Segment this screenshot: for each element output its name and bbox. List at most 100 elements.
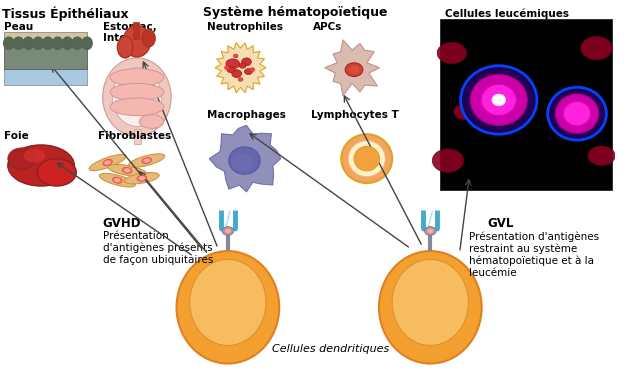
Ellipse shape	[110, 98, 164, 116]
Ellipse shape	[342, 134, 392, 183]
Ellipse shape	[379, 251, 482, 363]
Ellipse shape	[348, 141, 386, 177]
Bar	[4, 32, 87, 43]
Ellipse shape	[110, 83, 164, 101]
Ellipse shape	[81, 36, 93, 50]
Bar	[440, 19, 612, 190]
Ellipse shape	[3, 36, 14, 50]
Ellipse shape	[144, 159, 150, 162]
Text: Cellules dendritiques: Cellules dendritiques	[272, 345, 389, 354]
Ellipse shape	[142, 158, 152, 164]
Ellipse shape	[113, 68, 162, 126]
Ellipse shape	[118, 36, 133, 58]
Ellipse shape	[232, 154, 253, 171]
Ellipse shape	[227, 67, 235, 73]
Text: Présentation d'antigènes
restraint au système
hématopoïetique et à la
leucémie: Présentation d'antigènes restraint au sy…	[469, 231, 599, 278]
Ellipse shape	[13, 36, 25, 50]
Text: Tissus Épithéliaux: Tissus Épithéliaux	[2, 6, 128, 21]
Ellipse shape	[37, 159, 76, 186]
Ellipse shape	[124, 168, 130, 172]
Ellipse shape	[123, 26, 150, 57]
Ellipse shape	[103, 58, 171, 136]
Ellipse shape	[345, 63, 363, 76]
Bar	[4, 32, 87, 85]
Ellipse shape	[587, 146, 615, 165]
Ellipse shape	[222, 226, 234, 236]
Ellipse shape	[555, 94, 599, 133]
Polygon shape	[209, 125, 281, 192]
Ellipse shape	[226, 59, 240, 69]
Ellipse shape	[548, 87, 606, 140]
Ellipse shape	[354, 146, 379, 171]
Ellipse shape	[437, 42, 467, 64]
Ellipse shape	[129, 154, 165, 167]
Ellipse shape	[23, 36, 34, 50]
Ellipse shape	[8, 145, 74, 186]
Ellipse shape	[72, 36, 83, 50]
Ellipse shape	[481, 84, 516, 116]
Ellipse shape	[564, 101, 591, 126]
Ellipse shape	[470, 75, 527, 125]
Ellipse shape	[232, 70, 242, 78]
Bar	[134, 129, 141, 144]
Polygon shape	[215, 43, 266, 93]
Ellipse shape	[427, 229, 434, 234]
Ellipse shape	[113, 177, 122, 183]
Ellipse shape	[581, 36, 612, 60]
Ellipse shape	[177, 251, 279, 363]
Text: Estomac,
Intestins: Estomac, Intestins	[103, 22, 157, 44]
Ellipse shape	[42, 36, 54, 50]
Ellipse shape	[225, 66, 230, 70]
Ellipse shape	[392, 260, 469, 345]
Text: GVL: GVL	[487, 217, 513, 230]
Text: Cellules leucémiques: Cellules leucémiques	[445, 8, 569, 18]
Text: Neutrophiles: Neutrophiles	[208, 22, 283, 32]
Ellipse shape	[242, 58, 252, 66]
Ellipse shape	[32, 36, 44, 50]
Ellipse shape	[547, 86, 608, 141]
Text: Peau: Peau	[4, 22, 33, 32]
Ellipse shape	[460, 65, 538, 135]
Ellipse shape	[139, 176, 145, 180]
Ellipse shape	[250, 68, 255, 72]
Ellipse shape	[103, 159, 113, 166]
Ellipse shape	[492, 94, 506, 106]
Polygon shape	[325, 40, 379, 96]
Bar	[4, 65, 87, 85]
Ellipse shape	[425, 226, 436, 236]
Text: GVHD: GVHD	[103, 217, 141, 230]
Ellipse shape	[470, 75, 527, 126]
Ellipse shape	[110, 69, 164, 86]
Ellipse shape	[8, 148, 35, 170]
Ellipse shape	[99, 173, 135, 187]
Ellipse shape	[552, 91, 603, 136]
Ellipse shape	[114, 178, 120, 182]
Text: Macrophages: Macrophages	[208, 110, 286, 120]
Ellipse shape	[137, 175, 147, 181]
Ellipse shape	[245, 69, 252, 75]
Text: Système hématopoïetique: Système hématopoïetique	[203, 6, 388, 19]
Bar	[4, 69, 87, 85]
Text: Présentation
d'antigènes présents
de façon ubiquitaires: Présentation d'antigènes présents de faç…	[103, 231, 213, 265]
Text: APCs: APCs	[313, 22, 342, 32]
Ellipse shape	[122, 167, 132, 173]
Text: Lymphocytes T: Lymphocytes T	[311, 110, 399, 120]
Ellipse shape	[52, 36, 64, 50]
Ellipse shape	[229, 147, 260, 174]
Ellipse shape	[89, 154, 126, 171]
Ellipse shape	[460, 66, 537, 134]
Ellipse shape	[225, 229, 231, 234]
Ellipse shape	[23, 149, 45, 162]
Ellipse shape	[104, 160, 111, 165]
Ellipse shape	[555, 94, 599, 133]
Ellipse shape	[233, 54, 238, 58]
Ellipse shape	[142, 30, 155, 47]
Bar	[4, 32, 87, 69]
Ellipse shape	[140, 115, 164, 128]
Ellipse shape	[349, 66, 359, 74]
Bar	[133, 22, 139, 39]
Ellipse shape	[454, 104, 476, 120]
Ellipse shape	[238, 78, 243, 81]
Ellipse shape	[465, 70, 532, 130]
Ellipse shape	[572, 99, 592, 114]
